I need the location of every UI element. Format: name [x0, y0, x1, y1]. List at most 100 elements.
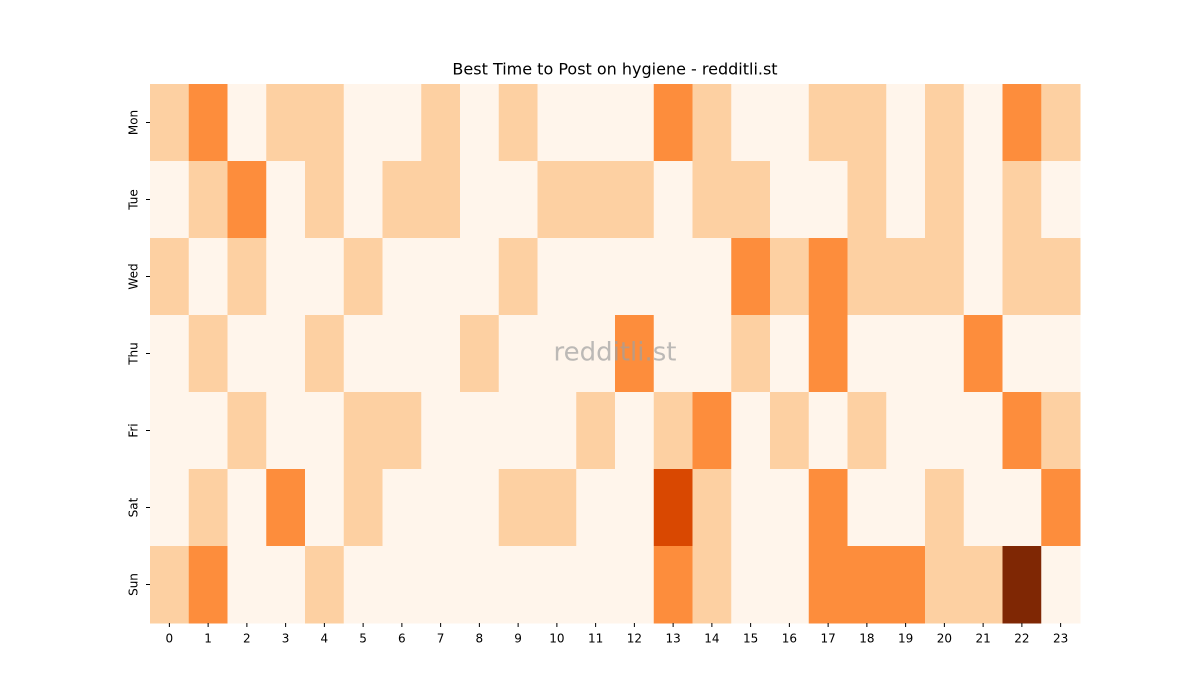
heat-cell	[963, 392, 1003, 470]
heat-cell	[770, 315, 810, 393]
heat-cell	[653, 469, 693, 547]
x-tick-label: 17	[820, 632, 835, 646]
heat-cell	[266, 84, 306, 162]
x-tick-label: 13	[665, 632, 680, 646]
heat-cell	[847, 315, 887, 393]
x-tick-label: 0	[166, 632, 174, 646]
heat-cell	[1002, 469, 1042, 547]
heat-cell	[188, 546, 228, 624]
heat-cell	[227, 315, 267, 393]
heat-cell	[460, 238, 500, 316]
heat-cell	[847, 392, 887, 470]
heat-cell	[382, 238, 422, 316]
heat-cell	[576, 315, 616, 393]
heat-cell	[692, 469, 732, 547]
heat-cell	[537, 238, 577, 316]
heat-cell	[266, 161, 306, 239]
heat-cell	[1041, 546, 1081, 624]
heat-cell	[305, 238, 345, 316]
heat-cell	[770, 84, 810, 162]
heat-cell	[150, 161, 190, 239]
heat-cell	[576, 546, 616, 624]
x-tick-label: 23	[1053, 632, 1068, 646]
heat-cell	[1002, 161, 1042, 239]
heat-cell	[305, 161, 345, 239]
heat-cell	[382, 84, 422, 162]
heat-cell	[498, 315, 538, 393]
x-tick-label: 7	[437, 632, 445, 646]
heatmap-cells	[150, 84, 1081, 624]
heat-cell	[305, 546, 345, 624]
heat-cell	[963, 161, 1003, 239]
heat-cell	[188, 469, 228, 547]
y-tick-label: Sun	[127, 573, 141, 596]
heat-cell	[150, 469, 190, 547]
y-tick-label: Tue	[127, 189, 141, 211]
heat-cell	[886, 84, 926, 162]
heat-cell	[266, 315, 306, 393]
x-tick-label: 9	[514, 632, 522, 646]
heat-cell	[188, 238, 228, 316]
heat-cell	[731, 315, 771, 393]
heat-cell	[576, 161, 616, 239]
heat-cell	[421, 84, 461, 162]
heat-cell	[498, 469, 538, 547]
heat-cell	[808, 469, 848, 547]
heat-cell	[305, 84, 345, 162]
heat-cell	[1041, 469, 1081, 547]
heat-cell	[1041, 238, 1081, 316]
heat-cell	[615, 315, 655, 393]
watermark: redditli.st	[554, 338, 677, 368]
heat-cell	[227, 392, 267, 470]
x-tick-label: 10	[549, 632, 564, 646]
heat-cell	[460, 161, 500, 239]
heat-cell	[227, 238, 267, 316]
heat-cell	[305, 315, 345, 393]
heat-cell	[576, 84, 616, 162]
heat-cell	[808, 392, 848, 470]
heat-cell	[731, 546, 771, 624]
x-tick-label: 4	[321, 632, 329, 646]
heat-cell	[731, 84, 771, 162]
heat-cell	[770, 469, 810, 547]
heat-cell	[421, 315, 461, 393]
heat-cell	[460, 315, 500, 393]
heat-cell	[731, 392, 771, 470]
heat-cell	[460, 546, 500, 624]
heat-cell	[537, 469, 577, 547]
heat-cell	[1002, 238, 1042, 316]
x-tick-label: 18	[859, 632, 874, 646]
heat-cell	[382, 161, 422, 239]
heat-cell	[653, 315, 693, 393]
heat-cell	[1041, 392, 1081, 470]
heat-cell	[150, 238, 190, 316]
x-tick-label: 8	[476, 632, 484, 646]
heat-cell	[692, 238, 732, 316]
heat-cell	[537, 161, 577, 239]
heat-cell	[498, 546, 538, 624]
heat-cell	[1002, 315, 1042, 393]
heat-cell	[266, 469, 306, 547]
heat-cell	[770, 238, 810, 316]
heat-cell	[731, 469, 771, 547]
x-tick-label: 16	[782, 632, 797, 646]
heat-cell	[382, 469, 422, 547]
heat-cell	[847, 469, 887, 547]
heat-cell	[808, 546, 848, 624]
heat-cell	[576, 392, 616, 470]
x-tick-label: 19	[898, 632, 913, 646]
heat-cell	[615, 392, 655, 470]
heat-cell	[886, 546, 926, 624]
heat-cell	[1002, 392, 1042, 470]
heat-cell	[498, 84, 538, 162]
heat-cell	[188, 315, 228, 393]
heat-cell	[770, 161, 810, 239]
heat-cell	[188, 84, 228, 162]
heat-cell	[692, 392, 732, 470]
heat-cell	[963, 238, 1003, 316]
heat-cell	[770, 392, 810, 470]
heat-cell	[382, 315, 422, 393]
heat-cell	[421, 238, 461, 316]
heat-cell	[615, 161, 655, 239]
heat-cell	[266, 546, 306, 624]
